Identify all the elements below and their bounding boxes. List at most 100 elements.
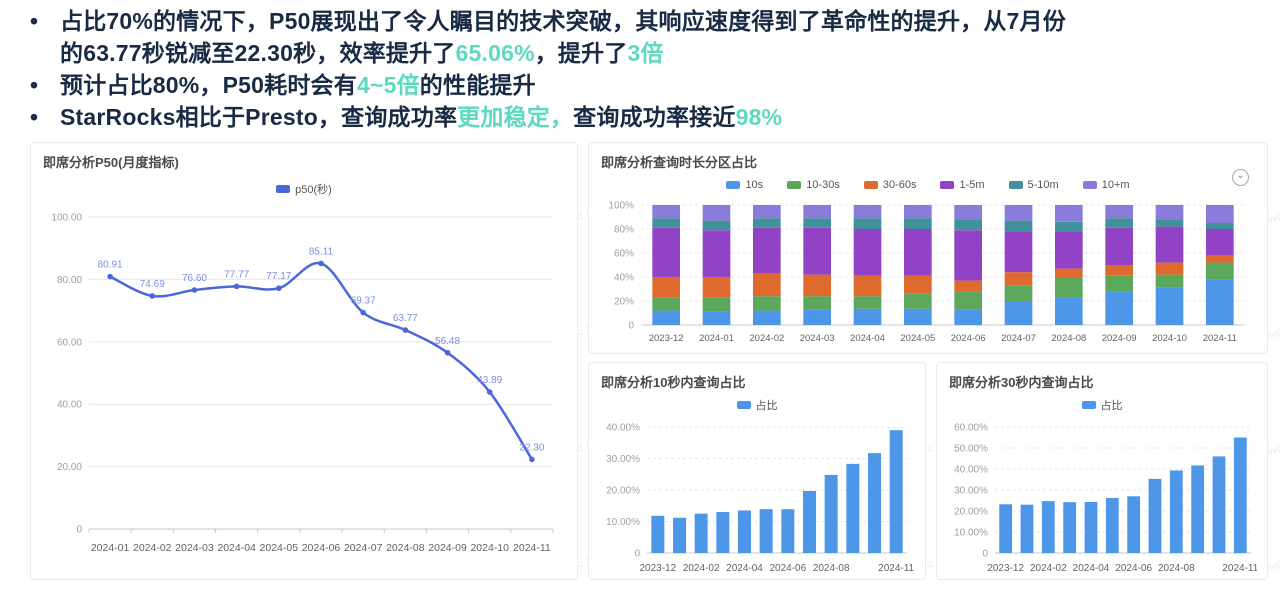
- bar-2024-03[interactable]: [716, 512, 730, 553]
- bar-2024-09[interactable]: [846, 463, 860, 553]
- bar-2024-06[interactable]: [1127, 496, 1141, 553]
- stack-segment-10s[interactable]: [1004, 301, 1033, 325]
- stack-segment-30-60s[interactable]: [1105, 265, 1134, 276]
- stack-segment-1-5m[interactable]: [1155, 226, 1184, 263]
- stack-segment-10-30s[interactable]: [1105, 275, 1134, 292]
- stack-segment-5-10m[interactable]: [1054, 221, 1083, 232]
- stack-segment-10s[interactable]: [803, 309, 832, 325]
- stack-segment-5-10m[interactable]: [752, 218, 781, 228]
- bar-2024-10[interactable]: [868, 453, 881, 553]
- stack-segment-10+m[interactable]: [803, 205, 832, 219]
- stack-segment-5-10m[interactable]: [803, 218, 832, 228]
- legend-item[interactable]: 10+m: [1082, 179, 1130, 191]
- stack-segment-10+m[interactable]: [853, 205, 882, 219]
- stack-segment-30-60s[interactable]: [803, 274, 832, 297]
- stack-segment-30-60s[interactable]: [1205, 255, 1234, 263]
- stack-segment-10+m[interactable]: [752, 205, 781, 219]
- stack-segment-10-30s[interactable]: [1205, 262, 1234, 280]
- stack-segment-5-10m[interactable]: [1155, 219, 1184, 227]
- stack-segment-10s[interactable]: [1155, 287, 1184, 325]
- stack-segment-10s[interactable]: [853, 308, 882, 325]
- stack-segment-5-10m[interactable]: [903, 218, 932, 229]
- stack-segment-10s[interactable]: [954, 309, 983, 325]
- legend-item[interactable]: 10s: [726, 179, 763, 191]
- bar-2024-04[interactable]: [738, 510, 751, 553]
- stack-segment-30-60s[interactable]: [1054, 268, 1083, 277]
- stack-segment-10+m[interactable]: [702, 205, 731, 221]
- line-point-2024-07[interactable]: [360, 309, 366, 316]
- stack-segment-1-5m[interactable]: [803, 227, 832, 275]
- bar-2024-11[interactable]: [1233, 437, 1247, 554]
- stack-segment-30-60s[interactable]: [1155, 262, 1184, 275]
- stack-segment-1-5m[interactable]: [702, 230, 731, 277]
- line-point-2024-06[interactable]: [318, 260, 324, 267]
- bar-2024-05[interactable]: [759, 509, 773, 553]
- bar-2024-01[interactable]: [673, 517, 686, 553]
- stack-segment-10+m[interactable]: [903, 205, 932, 219]
- stack-segment-1-5m[interactable]: [903, 229, 932, 276]
- stack-segment-1-5m[interactable]: [1004, 231, 1033, 273]
- bar-2024-04[interactable]: [1084, 501, 1098, 553]
- legend-item[interactable]: 10-30s: [787, 179, 840, 191]
- stack-segment-1-5m[interactable]: [652, 227, 681, 277]
- stack-segment-10+m[interactable]: [1155, 205, 1184, 220]
- bar-2023-12[interactable]: [999, 504, 1013, 553]
- stack-segment-5-10m[interactable]: [1004, 220, 1033, 232]
- stack-segment-10-30s[interactable]: [903, 293, 932, 309]
- stack-segment-10s[interactable]: [752, 310, 781, 325]
- stack-segment-1-5m[interactable]: [752, 227, 781, 274]
- stack-segment-10-30s[interactable]: [702, 297, 731, 312]
- stack-segment-1-5m[interactable]: [1205, 229, 1234, 256]
- stack-segment-30-60s[interactable]: [652, 277, 681, 298]
- under30s-bar-chart[interactable]: 0 10.00% 20.00% 30.00% 40.00% 50.00% 60.00% 202…: [949, 417, 1257, 579]
- stack-segment-10-30s[interactable]: [954, 291, 983, 310]
- line-point-2024-08[interactable]: [402, 327, 409, 333]
- line-point-2024-01[interactable]: [107, 273, 113, 280]
- legend-item[interactable]: 30-60s: [863, 179, 916, 191]
- bar-2024-02[interactable]: [1041, 501, 1055, 553]
- stack-segment-10-30s[interactable]: [1054, 277, 1083, 298]
- legend-item[interactable]: 5-10m: [1008, 179, 1059, 191]
- bar-2024-05[interactable]: [1105, 497, 1119, 553]
- stack-segment-1-5m[interactable]: [1054, 231, 1083, 269]
- stack-segment-30-60s[interactable]: [752, 273, 781, 297]
- bar-2024-01[interactable]: [1020, 504, 1034, 553]
- stack-segment-1-5m[interactable]: [954, 230, 983, 281]
- stack-segment-10-30s[interactable]: [752, 296, 781, 311]
- stack-segment-10s[interactable]: [702, 311, 731, 325]
- stack-segment-10+m[interactable]: [954, 205, 983, 220]
- under10s-bar-chart[interactable]: 0 10.00% 20.00% 30.00% 40.00% 2023-12 2024-02 2…: [601, 417, 915, 579]
- stack-segment-10-30s[interactable]: [1155, 274, 1184, 288]
- bar-2024-10[interactable]: [1212, 456, 1226, 553]
- bar-2024-09[interactable]: [1191, 465, 1205, 553]
- stack-segment-5-10m[interactable]: [702, 220, 731, 231]
- bar-2024-07[interactable]: [1148, 478, 1162, 553]
- legend-item[interactable]: p50(秒): [276, 181, 332, 197]
- stack-segment-10-30s[interactable]: [1004, 285, 1033, 301]
- collapse-circle-icon[interactable]: ⌄: [1232, 169, 1249, 186]
- stack-segment-10-30s[interactable]: [853, 296, 882, 309]
- stack-segment-30-60s[interactable]: [903, 275, 932, 294]
- stack-segment-10+m[interactable]: [1205, 205, 1234, 223]
- stack-segment-10s[interactable]: [1054, 297, 1083, 325]
- stack-segment-1-5m[interactable]: [853, 229, 882, 276]
- stack-segment-10s[interactable]: [903, 308, 932, 325]
- stack-segment-5-10m[interactable]: [1205, 223, 1234, 229]
- stack-segment-10s[interactable]: [652, 310, 681, 325]
- bar-2023-12[interactable]: [651, 515, 665, 553]
- line-point-2024-04[interactable]: [233, 283, 240, 290]
- bar-2024-06[interactable]: [781, 509, 795, 553]
- stack-segment-10s[interactable]: [1205, 279, 1234, 325]
- stack-segment-30-60s[interactable]: [954, 280, 983, 292]
- line-point-2024-11[interactable]: [529, 456, 535, 463]
- stack-segment-10s[interactable]: [1105, 291, 1134, 325]
- stack-segment-10+m[interactable]: [652, 205, 681, 219]
- duration-stacked-bar-chart[interactable]: 0 20% 40% 60% 80% 100% 2023-12 2024-01 2024-02 20…: [601, 197, 1257, 349]
- stack-segment-10-30s[interactable]: [803, 296, 832, 310]
- stack-segment-5-10m[interactable]: [954, 219, 983, 231]
- stack-segment-30-60s[interactable]: [1004, 272, 1033, 286]
- stack-segment-5-10m[interactable]: [1105, 218, 1134, 228]
- line-point-2024-02[interactable]: [149, 293, 156, 299]
- bar-2024-03[interactable]: [1063, 502, 1077, 553]
- bar-2024-07[interactable]: [803, 490, 816, 553]
